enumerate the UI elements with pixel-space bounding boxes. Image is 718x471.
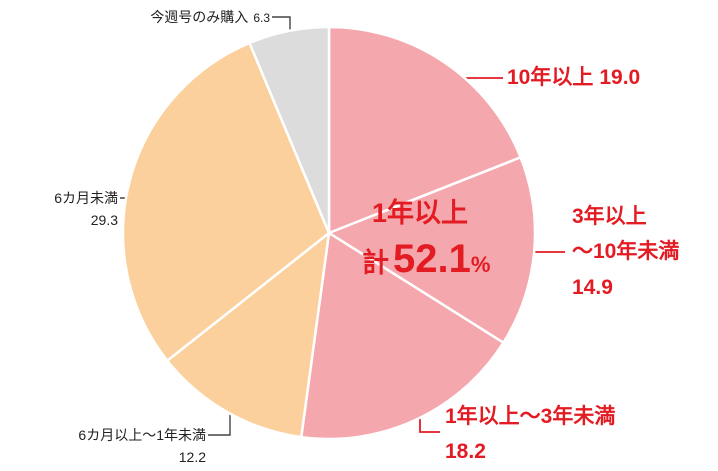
slice-label: 今週号のみ購入 6.3 [150,6,270,29]
value-label: 29.3 [90,212,118,228]
pie-slice [326,155,537,345]
category-label: 今週号のみ購入 [150,9,249,25]
category-label: 10年以上 [507,66,594,89]
pie-slice [247,25,331,234]
category-label: 6カ月未満 [54,190,118,206]
category-label: 1年以上〜3年未満 [445,405,616,428]
center-unit: % [471,252,491,277]
value-label: 6.3 [253,11,270,25]
value-label: 14.9 [572,276,613,299]
category-label: 3年以上 〜10年未満 [572,205,680,263]
category-label: 6カ月以上〜1年未満 [78,427,206,443]
slices [121,25,537,441]
pie-slice [121,41,331,363]
value-label: 12.2 [178,449,206,465]
pie-slice [165,230,331,439]
center-value: 52.1 [393,237,471,281]
value-label: 19.0 [599,66,641,89]
center-total: 計 52.1% [362,237,490,281]
pie-slice [299,230,506,441]
slice-label: 10年以上 19.0 [507,60,640,95]
value-label: 18.2 [445,440,486,463]
pie-slice [327,25,523,235]
center-prefix: 計 [362,247,389,278]
center-label: 1年以上 [372,197,468,228]
